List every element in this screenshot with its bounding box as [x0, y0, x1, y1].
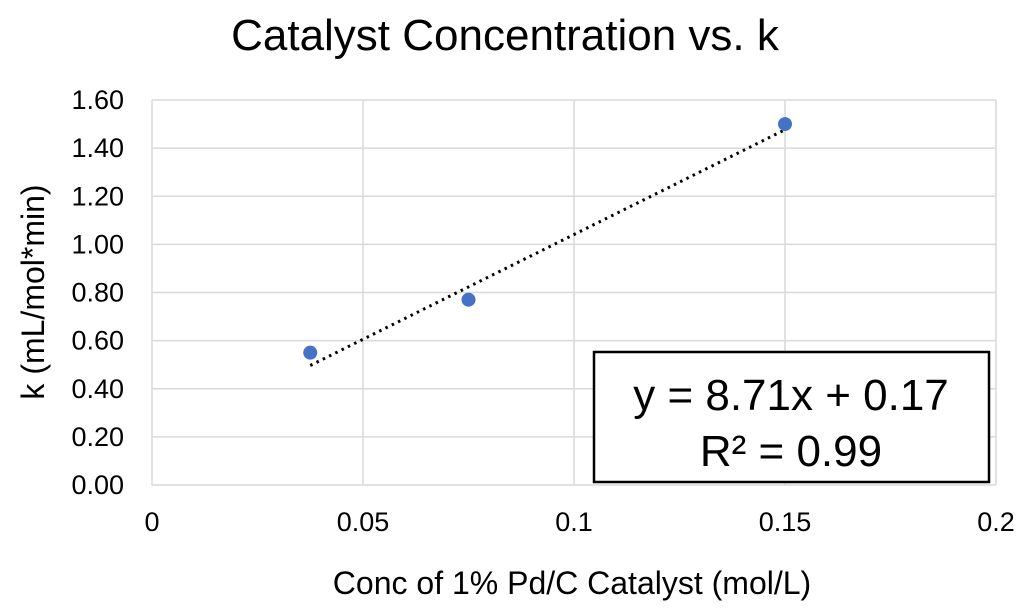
y-tick-label: 1.00 — [71, 229, 124, 259]
r-squared-label: R² = 0.99 — [700, 427, 882, 476]
y-tick-labels: 0.00 0.20 0.40 0.60 0.80 1.00 1.20 1.40 1.60 — [71, 85, 124, 500]
y-tick-label: 1.20 — [71, 181, 124, 211]
y-tick-label: 1.40 — [71, 133, 124, 163]
x-tick-label: 0 — [144, 507, 159, 537]
y-tick-label: 1.60 — [71, 85, 124, 115]
x-tick-label: 0.15 — [759, 507, 812, 537]
y-tick-label: 0.80 — [71, 278, 124, 308]
equation-box: y = 8.71x + 0.17 R² = 0.99 — [592, 350, 991, 484]
x-tick-label: 0.1 — [555, 507, 593, 537]
y-tick-label: 0.40 — [71, 374, 124, 404]
data-point — [778, 117, 792, 132]
x-tick-label: 0.2 — [977, 507, 1015, 537]
chart-title: Catalyst Concentration vs. k — [231, 11, 780, 60]
trendline-equation: y = 8.71x + 0.17 — [633, 371, 949, 420]
y-tick-label: 0.00 — [71, 470, 124, 500]
x-tick-labels: 0 0.05 0.1 0.15 0.2 — [144, 507, 1014, 537]
data-point — [303, 345, 318, 360]
y-tick-label: 0.20 — [71, 422, 124, 452]
equation-box-border — [592, 350, 991, 484]
x-axis-label: Conc of 1% Pd/C Catalyst (mol/L) — [333, 565, 811, 601]
data-points — [303, 117, 792, 360]
y-axis-label: k (mL/mol*min) — [15, 184, 51, 399]
trendline — [309, 128, 786, 367]
x-tick-label: 0.05 — [337, 507, 390, 537]
data-point — [461, 292, 476, 307]
y-tick-label: 0.60 — [71, 326, 124, 356]
